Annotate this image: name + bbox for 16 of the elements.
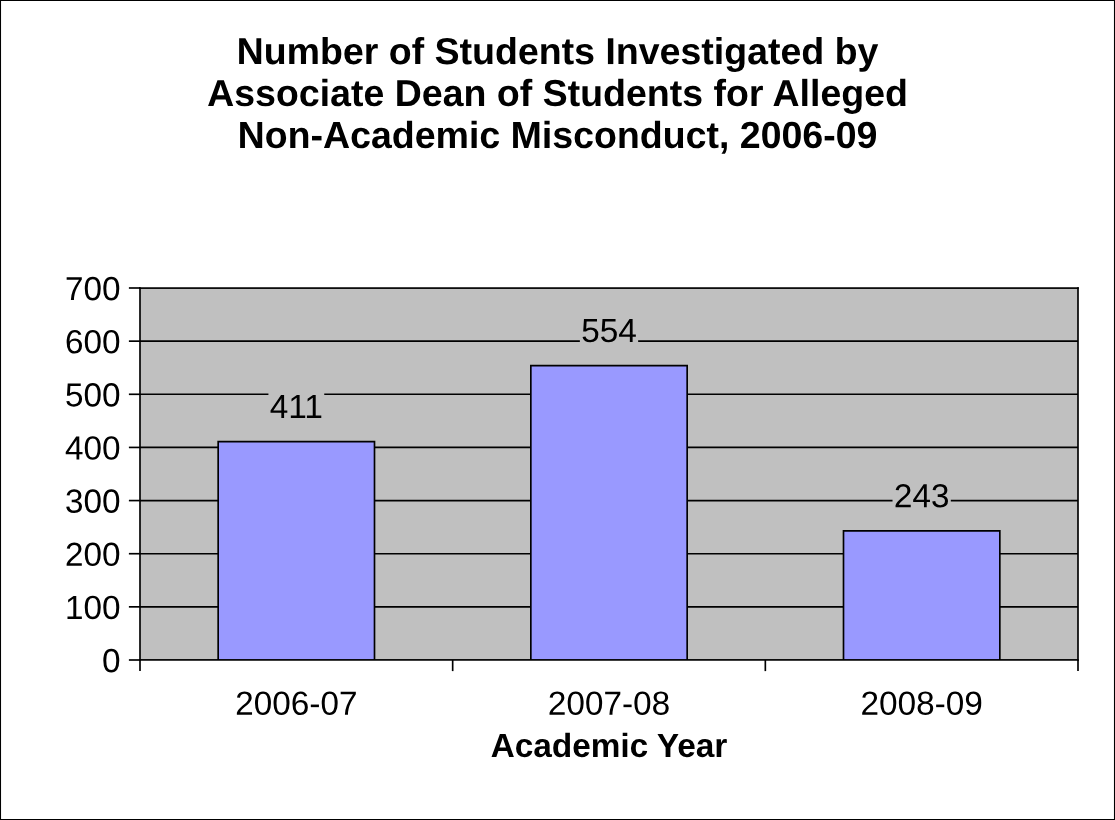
x-axis-title: Academic Year <box>491 732 727 758</box>
y-tick-label: 100 <box>67 595 120 620</box>
x-tick-label: 2007-08 <box>549 691 669 716</box>
y-tick-label: 600 <box>66 329 120 354</box>
y-tick-label: 700 <box>66 276 120 301</box>
y-tick-label: 200 <box>66 542 120 567</box>
y-tick-label: 300 <box>66 489 120 513</box>
y-tick-label: 500 <box>66 383 120 407</box>
x-tick-label: 2006-07 <box>236 691 356 716</box>
y-tick-label: 400 <box>65 436 120 460</box>
x-tick-label: 2008-09 <box>862 691 982 716</box>
y-tick-label: 0 <box>103 648 120 673</box>
data-label: 243 <box>895 484 949 508</box>
data-label: 411 <box>270 395 322 418</box>
chart-title: Number of Students Investigated by Associate Dean of Students for Alleged Non-Academic Misconduct, 2006-09 <box>208 36 906 154</box>
data-label: 554 <box>582 319 636 343</box>
